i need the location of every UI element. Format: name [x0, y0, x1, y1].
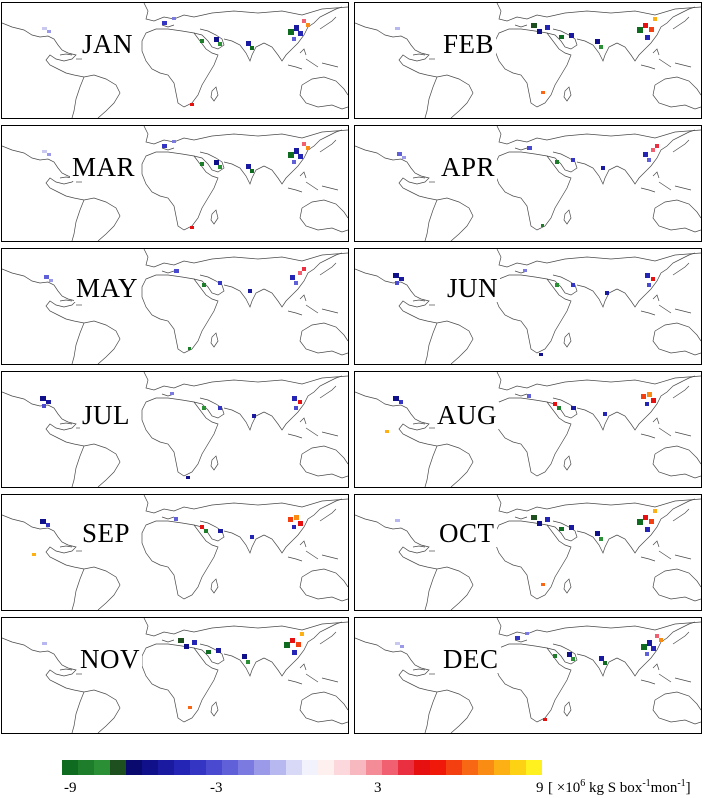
month-label: JAN	[80, 29, 136, 59]
unit-exp: -1	[642, 778, 651, 789]
colorbar-swatch	[174, 760, 191, 775]
colorbar-swatch	[414, 760, 431, 775]
colorbar-swatch	[478, 760, 495, 775]
map-panel-jul: JUL	[1, 371, 349, 488]
colorbar-swatch	[382, 760, 399, 775]
unit-part: kg S box	[585, 780, 643, 796]
world-map	[355, 495, 701, 610]
world-map	[355, 618, 701, 733]
colorbar-swatch	[142, 760, 159, 775]
map-panel-may: MAY	[1, 248, 349, 365]
colorbar-swatch	[462, 760, 479, 775]
unit-exp: 6	[580, 778, 586, 789]
colorbar-swatch	[398, 760, 415, 775]
world-map	[355, 126, 701, 241]
month-label: MAR	[70, 152, 138, 182]
unit-part: mon	[650, 780, 678, 796]
month-label: OCT	[437, 518, 497, 548]
colorbar-swatch	[430, 760, 447, 775]
colorbar-swatch	[350, 760, 367, 775]
world-map	[355, 3, 701, 118]
world-map	[2, 249, 348, 364]
month-label: DEC	[441, 644, 501, 674]
colorbar-swatch	[62, 760, 79, 775]
colorbar-swatch	[190, 760, 207, 775]
unit-part: [ ×10	[548, 780, 581, 796]
colorbar-swatch	[126, 760, 143, 775]
map-panel-apr: APR	[354, 125, 702, 242]
colorbar-swatch	[334, 760, 351, 775]
colorbar-tick-pos3: 3	[374, 780, 382, 796]
month-label: NOV	[78, 644, 142, 674]
month-label: JUL	[80, 400, 132, 430]
month-label: JUN	[445, 273, 501, 303]
month-label: AUG	[435, 400, 499, 430]
colorbar-swatch	[158, 760, 175, 775]
colorbar-swatch	[510, 760, 527, 775]
colorbar-swatch	[94, 760, 111, 775]
colorbar-gradient	[62, 760, 542, 775]
map-panel-sep: SEP	[1, 494, 349, 611]
map-panel-mar: MAR	[1, 125, 349, 242]
colorbar-swatch	[206, 760, 223, 775]
world-map	[355, 249, 701, 364]
world-map	[2, 3, 348, 118]
colorbar-swatch	[254, 760, 271, 775]
colorbar-tick-neg3: -3	[210, 780, 223, 796]
unit-exp: -1	[677, 778, 686, 789]
map-panel-aug: AUG	[354, 371, 702, 488]
month-label: APR	[439, 152, 498, 182]
colorbar-swatch	[302, 760, 319, 775]
month-label: FEB	[441, 29, 497, 59]
colorbar-swatch	[366, 760, 383, 775]
world-map	[2, 372, 348, 487]
map-panel-nov: NOV	[1, 617, 349, 734]
month-label: SEP	[80, 518, 133, 548]
unit-part: ]	[685, 780, 691, 796]
colorbar-swatch	[78, 760, 95, 775]
colorbar-swatch	[286, 760, 303, 775]
colorbar-tick-min: -9	[64, 780, 77, 796]
map-panel-oct: OCT	[354, 494, 702, 611]
world-map	[2, 495, 348, 610]
map-panel-jun: JUN	[354, 248, 702, 365]
colorbar-tick-max: 9	[536, 780, 544, 796]
colorbar-swatch	[494, 760, 511, 775]
colorbar: -9 -3 3 9 [ ×106 kg S box-1mon-1]	[0, 748, 709, 798]
world-map	[355, 372, 701, 487]
colorbar-swatch	[238, 760, 255, 775]
month-label: MAY	[74, 273, 141, 303]
monthly-map-grid: JAN FEB MAR APR MAY JUN JUL AUG SEP OCT …	[1, 2, 702, 734]
colorbar-swatch	[318, 760, 335, 775]
map-panel-jan: JAN	[1, 2, 349, 119]
colorbar-swatch	[446, 760, 463, 775]
colorbar-swatch	[222, 760, 239, 775]
map-panel-dec: DEC	[354, 617, 702, 734]
colorbar-swatch	[526, 760, 542, 775]
colorbar-swatch	[270, 760, 287, 775]
colorbar-unit-label: [ ×106 kg S box-1mon-1]	[548, 778, 691, 797]
world-map	[2, 126, 348, 241]
colorbar-swatch	[110, 760, 127, 775]
map-panel-feb: FEB	[354, 2, 702, 119]
world-map	[2, 618, 348, 733]
